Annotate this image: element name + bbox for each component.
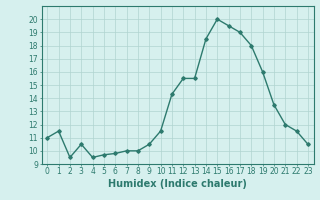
X-axis label: Humidex (Indice chaleur): Humidex (Indice chaleur) xyxy=(108,179,247,189)
